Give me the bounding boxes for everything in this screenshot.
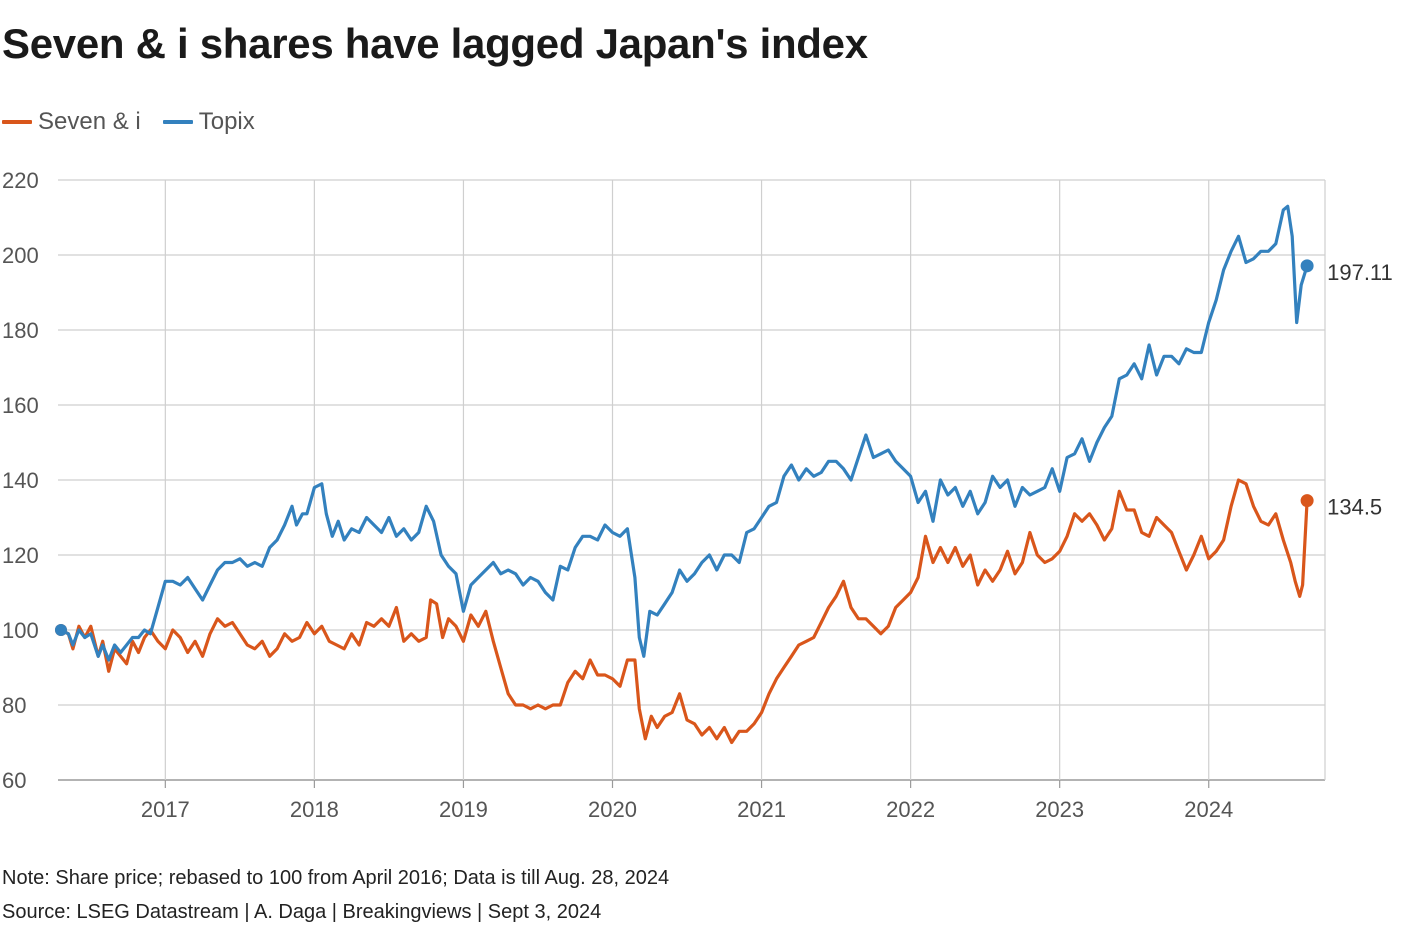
x-tick-label: 2020 [588,797,637,822]
end-label-topix: 197.11 [1327,260,1393,285]
chart-source: Source: LSEG Datastream | A. Daga | Brea… [2,901,602,923]
x-tick-label: 2017 [141,797,190,822]
chart-title: Seven & i shares have lagged Japan's ind… [2,20,868,67]
y-tick-label: 200 [2,243,39,268]
series-line-seven-i [59,478,1309,745]
legend-item-seven-i: Seven & i [2,108,141,136]
legend-label-topix: Topix [198,108,255,135]
legend-label-seven-i: Seven & i [38,108,141,135]
y-tick-label: 60 [2,768,26,793]
x-tick-label: 2019 [439,797,488,822]
start-point-topix [54,624,67,636]
legend: Seven & i Topix [2,108,277,136]
y-tick-label: 100 [2,618,39,643]
chart-note: Note: Share price; rebased to 100 from A… [2,867,670,889]
y-tick-label: 120 [2,543,39,568]
x-tick-label: 2021 [737,797,786,822]
x-tick-label: 2018 [290,797,339,822]
y-tick-label: 160 [2,393,39,418]
x-tick-label: 2024 [1184,797,1233,822]
end-label-seven-i: 134.5 [1327,495,1382,520]
y-tick-label: 80 [2,693,26,718]
y-tick-label: 220 [2,168,39,193]
x-tick-label: 2023 [1035,797,1084,822]
x-tick-label: 2022 [886,797,935,822]
y-tick-label: 180 [2,318,39,343]
y-tick-label: 140 [2,468,39,493]
legend-swatch-topix [162,120,193,124]
legend-item-topix: Topix [162,108,255,136]
line-chart: 60 80 100 120 140 160 180 200 220 2017 2018 2019 202… [2,168,1393,822]
legend-swatch-seven-i [2,120,32,124]
series-line-topix [59,204,1309,662]
end-point-topix [1300,259,1314,273]
end-point-seven-i [1300,494,1314,508]
